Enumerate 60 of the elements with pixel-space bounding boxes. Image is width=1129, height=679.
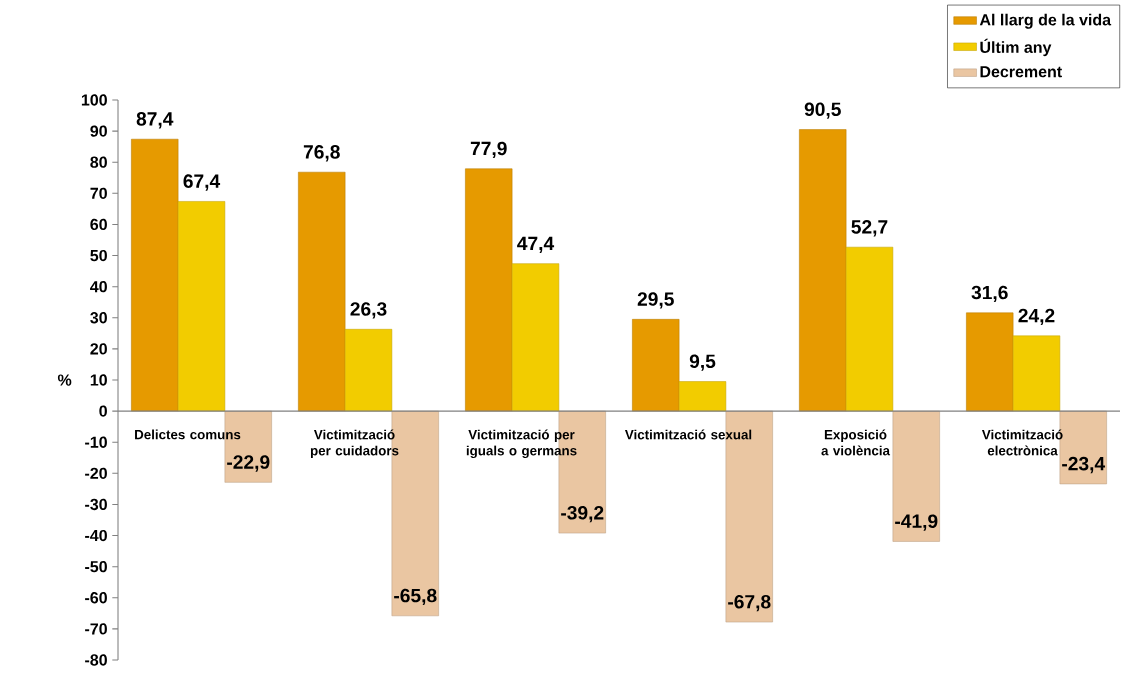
data-label: -22,9 [227, 455, 270, 472]
data-label: 77,9 [470, 141, 507, 159]
bar [632, 319, 680, 412]
bar [845, 246, 894, 412]
bar [511, 263, 560, 412]
bar [892, 410, 940, 542]
y-tick-label: -50 [85, 561, 107, 573]
legend-label: Al llarg de la vida [979, 13, 1112, 29]
y-tick-label: -30 [85, 498, 107, 511]
data-label: 29,5 [637, 292, 674, 309]
x-tick-label: Victimització electrònica [981, 429, 1063, 456]
x-tick-label: Victimització sexual [624, 429, 752, 440]
data-label: 9,5 [689, 354, 716, 371]
data-label: 87,4 [136, 112, 174, 129]
y-tick-label: 80 [90, 156, 107, 168]
y-tick-label: -70 [85, 623, 107, 635]
bar [177, 201, 226, 412]
x-tick-label: Victimització per iguals o germans [466, 429, 577, 459]
bar [966, 312, 1014, 412]
y-tick-label: 30 [90, 312, 107, 324]
y-tick-label: 50 [90, 249, 107, 262]
y-tick-label: 10 [90, 374, 107, 386]
data-label: -65,8 [394, 588, 437, 606]
data-label: -23,4 [1062, 456, 1106, 474]
legend-label: Decrement [980, 66, 1062, 78]
y-tick-label: 100 [81, 94, 107, 106]
bar [298, 171, 346, 412]
y-tick-label: 70 [90, 187, 107, 199]
data-label: 76,8 [303, 145, 340, 162]
x-tick-label: Exposició a violència [821, 429, 891, 456]
bar [465, 168, 513, 412]
bar [344, 329, 393, 412]
data-label: 67,4 [183, 174, 221, 191]
data-label: 31,6 [971, 285, 1008, 303]
y-tick-label: 40 [90, 281, 107, 293]
x-tick-label: Delictes comuns [135, 429, 241, 440]
y-tick-label: 60 [90, 218, 107, 231]
y-axis-title: % [57, 374, 72, 386]
legend-label: Últim any [980, 38, 1052, 57]
data-label: 26,3 [350, 302, 387, 319]
data-label: 90,5 [804, 102, 841, 119]
bar [1012, 335, 1061, 412]
data-label: -39,2 [561, 505, 604, 523]
y-tick-label: -20 [85, 467, 107, 479]
y-tick-label: -60 [85, 592, 107, 604]
y-tick-label: 20 [90, 343, 107, 355]
data-label: 47,4 [517, 236, 555, 253]
bar [799, 129, 847, 412]
y-tick-label: 0 [99, 405, 107, 417]
bar [131, 138, 179, 412]
x-tick-label: Victimització per cuidadors [310, 429, 399, 459]
data-label: 24,2 [1018, 308, 1055, 326]
y-tick-label: 90 [90, 125, 107, 137]
data-label: -41,9 [895, 514, 938, 531]
y-tick-label: -10 [85, 436, 107, 448]
data-label: 52,7 [851, 220, 888, 237]
bar [678, 381, 727, 412]
data-label: -67,8 [728, 594, 771, 612]
y-tick-label: -40 [85, 529, 107, 542]
y-tick-label: -80 [85, 654, 107, 666]
